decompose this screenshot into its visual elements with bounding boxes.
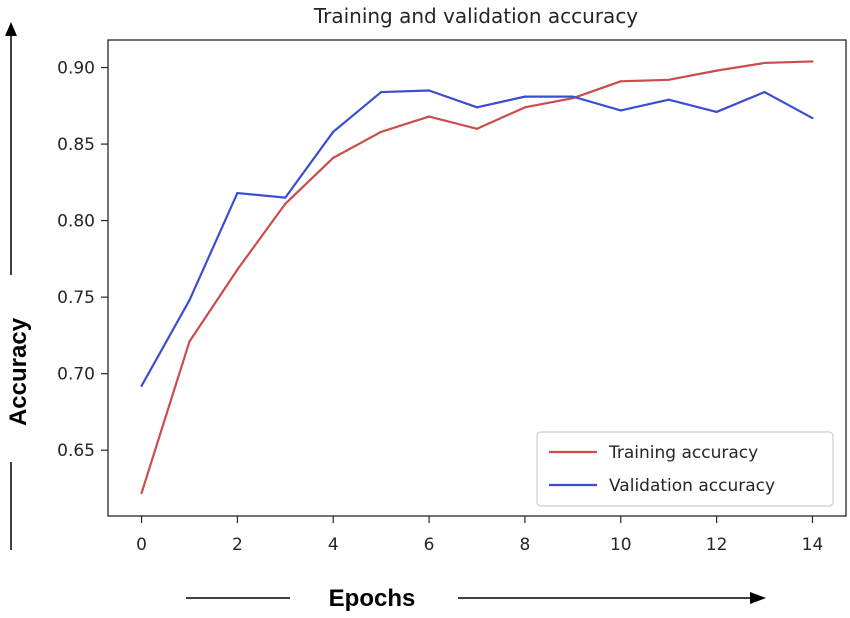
series-line-training-accuracy: [140, 60, 813, 494]
data-point-validation-accuracy: [715, 110, 718, 114]
y-tick-label: 0.90: [57, 59, 95, 79]
y-tick-label: 0.70: [57, 365, 95, 385]
data-point-validation-accuracy: [140, 384, 143, 388]
data-point-training-accuracy: [284, 202, 287, 205]
data-point-training-accuracy: [188, 340, 191, 343]
x-axis-arrow-head-icon: [750, 592, 766, 604]
x-tick-label: 10: [610, 535, 632, 555]
chart-title: Training and validation accuracy: [313, 4, 638, 28]
x-tick-label: 6: [424, 535, 435, 555]
x-tick-label: 2: [232, 535, 243, 555]
data-point-validation-accuracy: [188, 299, 191, 302]
y-tick-label: 0.80: [57, 212, 95, 232]
y-tick-label: 0.65: [57, 441, 95, 461]
data-point-validation-accuracy: [523, 95, 527, 98]
data-point-training-accuracy: [380, 130, 383, 133]
y-axis-ticks: 0.65 0.70 0.75 0.80 0.85 0.90: [57, 59, 108, 461]
x-tick-label: 12: [706, 535, 728, 555]
data-point-training-accuracy: [667, 78, 670, 81]
legend-label-training: Training accuracy: [608, 443, 758, 463]
y-tick-label: 0.75: [57, 288, 95, 308]
x-axis-ticks: 0 2 4 6 8 10 12 14: [136, 516, 823, 555]
legend: Training accuracy Validation accuracy: [536, 431, 834, 507]
data-point-validation-accuracy: [284, 196, 287, 199]
data-point-training-accuracy: [763, 61, 766, 65]
y-tick-label: 0.85: [57, 135, 95, 155]
data-point-training-accuracy: [332, 156, 335, 159]
data-point-training-accuracy: [811, 60, 814, 63]
x-tick-label: 14: [802, 535, 824, 555]
data-point-validation-accuracy: [332, 130, 335, 133]
data-point-validation-accuracy: [571, 95, 574, 98]
data-point-validation-accuracy: [619, 109, 622, 112]
data-point-training-accuracy: [236, 268, 239, 271]
data-point-validation-accuracy: [811, 116, 814, 120]
data-point-validation-accuracy: [763, 90, 766, 94]
x-axis-label-group: Epochs: [186, 585, 766, 612]
y-axis-label: Accuracy: [5, 317, 32, 426]
data-point-validation-accuracy: [236, 191, 239, 195]
legend-box: [536, 431, 834, 507]
data-point-training-accuracy: [140, 491, 143, 495]
data-point-training-accuracy: [427, 115, 431, 118]
data-point-validation-accuracy: [667, 98, 670, 101]
y-axis-arrow-head-icon: [5, 22, 17, 36]
y-axis-label-group: Accuracy: [5, 22, 32, 550]
x-tick-label: 8: [520, 535, 531, 555]
plot-frame: [107, 39, 847, 517]
data-point-training-accuracy: [475, 127, 479, 130]
x-axis-label: Epochs: [329, 585, 416, 612]
data-point-training-accuracy: [619, 80, 622, 83]
data-point-validation-accuracy: [380, 90, 383, 94]
data-point-validation-accuracy: [475, 106, 479, 109]
data-point-training-accuracy: [715, 69, 718, 72]
series-layer: [140, 60, 814, 495]
data-point-validation-accuracy: [427, 89, 431, 92]
x-tick-label: 4: [328, 535, 339, 555]
x-tick-label: 0: [136, 535, 147, 555]
series-line-validation-accuracy: [140, 89, 813, 387]
data-point-training-accuracy: [523, 106, 527, 109]
legend-label-validation: Validation accuracy: [609, 476, 775, 496]
